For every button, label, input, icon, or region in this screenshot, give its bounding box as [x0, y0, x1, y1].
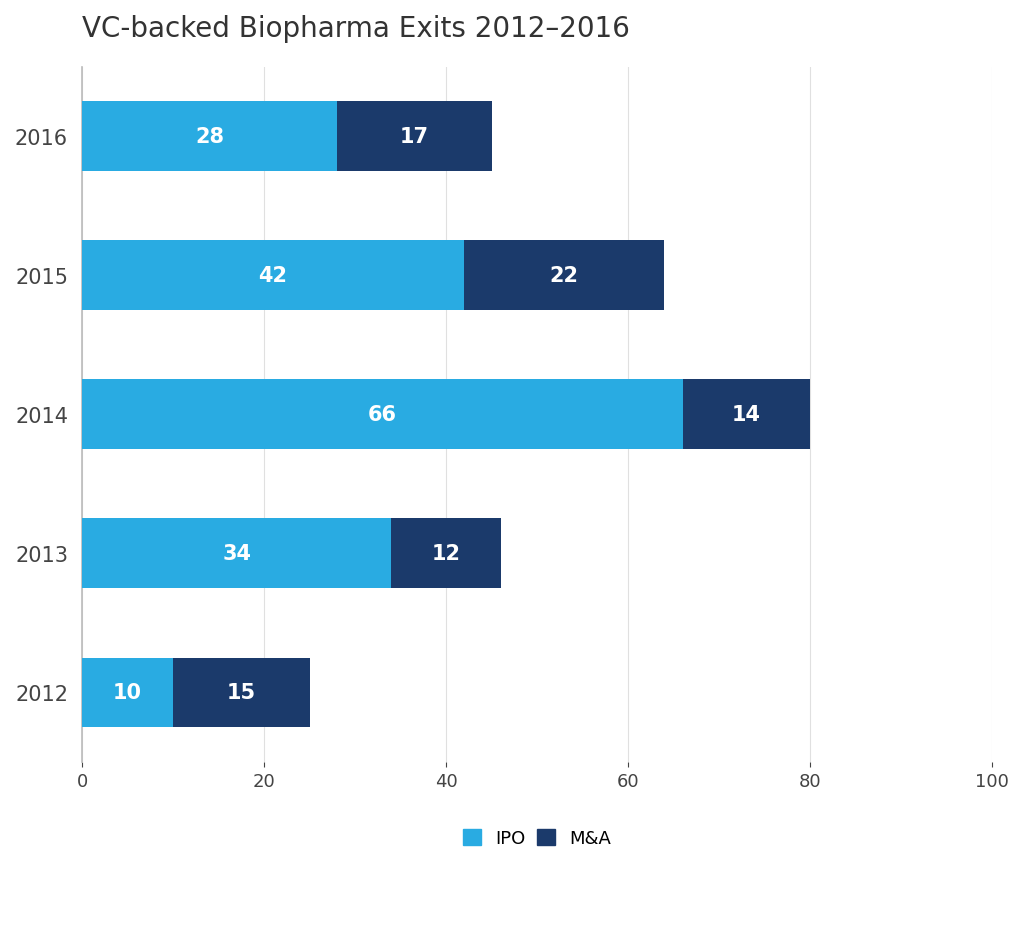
Text: 10: 10: [113, 683, 142, 702]
Text: 42: 42: [259, 265, 288, 286]
Bar: [82, 241, 464, 311]
Legend: IPO, M&A: IPO, M&A: [454, 819, 621, 856]
Bar: [337, 102, 492, 172]
Text: 14: 14: [732, 405, 761, 425]
Text: 34: 34: [222, 544, 251, 563]
Bar: [82, 102, 337, 172]
Bar: [391, 519, 501, 588]
Text: 28: 28: [195, 127, 224, 147]
Bar: [464, 241, 665, 311]
Bar: [683, 380, 810, 449]
Text: 22: 22: [550, 265, 579, 286]
Text: 17: 17: [399, 127, 429, 147]
Bar: [82, 519, 391, 588]
Text: 66: 66: [368, 405, 397, 425]
Bar: [82, 380, 683, 449]
Text: VC-backed Biopharma Exits 2012–2016: VC-backed Biopharma Exits 2012–2016: [82, 15, 630, 43]
Text: 15: 15: [226, 683, 256, 702]
Bar: [173, 658, 309, 728]
Bar: [82, 658, 173, 728]
Text: 12: 12: [431, 544, 461, 563]
